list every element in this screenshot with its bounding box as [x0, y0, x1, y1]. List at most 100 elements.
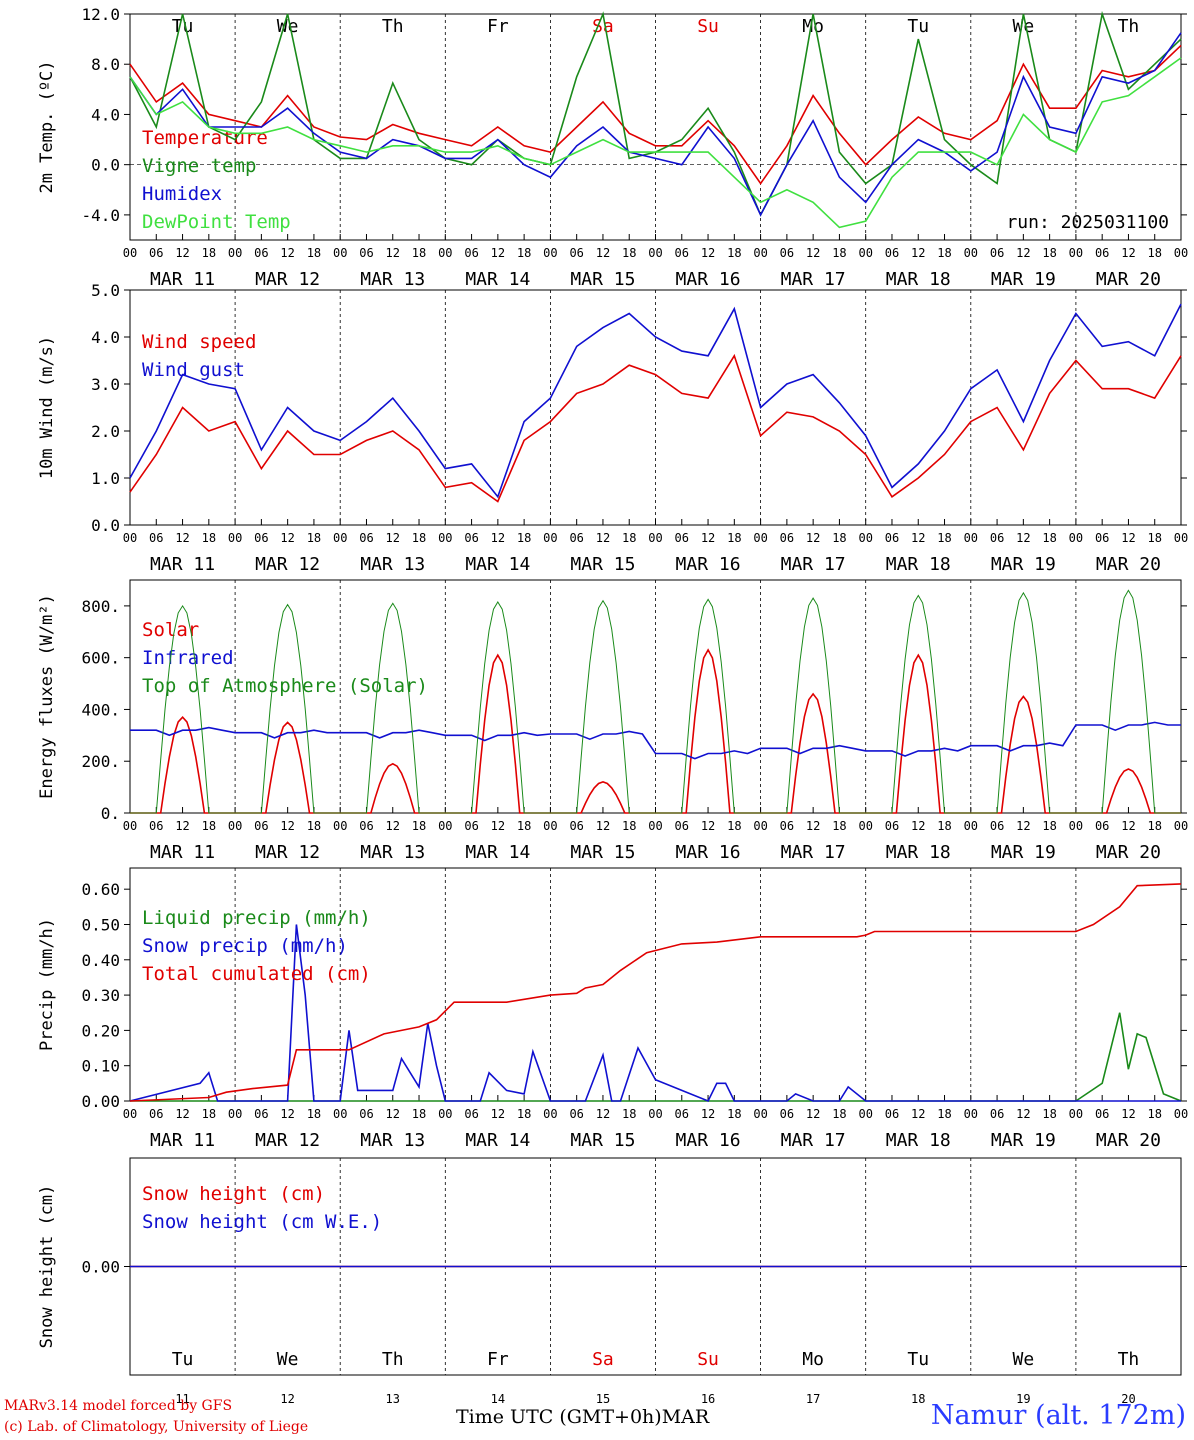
legend-entry: Temperature [142, 127, 268, 149]
date-label: MAR 11 [150, 842, 215, 863]
y-tick-label: 600. [81, 649, 120, 668]
hour-label: 18 [307, 246, 321, 260]
date-label: MAR 11 [150, 554, 215, 575]
y-tick-label: 0.00 [81, 1258, 120, 1277]
hour-label: 18 [1042, 1107, 1056, 1121]
hour-label: 00 [1174, 819, 1188, 833]
series-line-0-2 [129, 32, 1182, 217]
day-number-label: 13 [386, 1392, 400, 1406]
hour-label: 06 [464, 246, 478, 260]
hour-label: 18 [1147, 819, 1161, 833]
hour-label: 18 [307, 819, 321, 833]
hour-label: 12 [911, 246, 925, 260]
y-axis-label: Energy fluxes (W/m²) [37, 594, 57, 799]
hour-label: 06 [569, 819, 583, 833]
hour-label: 00 [333, 246, 347, 260]
hour-label: 06 [569, 1107, 583, 1121]
y-tick-label: 8.0 [91, 55, 120, 74]
day-number-label: 16 [701, 1392, 715, 1406]
date-label: MAR 20 [1096, 842, 1161, 863]
date-label: MAR 13 [360, 554, 425, 575]
hour-label: 00 [648, 246, 662, 260]
series-line-2-2 [130, 589, 1181, 814]
hour-label: 00 [648, 531, 662, 545]
hour-label: 12 [1121, 246, 1135, 260]
hour-label: 18 [1147, 1107, 1161, 1121]
date-label: MAR 18 [886, 842, 951, 863]
hour-label: 00 [333, 1107, 347, 1121]
hour-label: 12 [701, 246, 715, 260]
hour-label: 18 [727, 1107, 741, 1121]
hour-label: 00 [964, 246, 978, 260]
hour-label: 12 [596, 819, 610, 833]
y-tick-label: 4.0 [91, 105, 120, 124]
series-line-3-1 [129, 924, 1181, 1103]
hour-label: 18 [622, 1107, 636, 1121]
hour-label: 12 [1016, 531, 1030, 545]
hour-label: 00 [438, 246, 452, 260]
hour-label: 12 [596, 531, 610, 545]
hour-label: 00 [438, 819, 452, 833]
legend-entry: Top of Atmosphere (Solar) [142, 675, 428, 697]
date-label: MAR 12 [255, 269, 320, 290]
y-tick-label: 0.40 [81, 951, 120, 970]
weekday-label: We [1013, 1349, 1035, 1370]
y-tick-label: 3.0 [91, 375, 120, 394]
hour-label: 06 [780, 246, 794, 260]
hour-label: 06 [254, 1107, 268, 1121]
model-credit: MARv3.14 model forced by GFS [4, 1398, 233, 1414]
date-label: MAR 16 [676, 1130, 741, 1151]
weekday-label: Th [382, 16, 404, 37]
hour-label: 06 [1095, 1107, 1109, 1121]
hour-label: 00 [543, 246, 557, 260]
hour-label: 12 [701, 1107, 715, 1121]
hour-label: 06 [254, 531, 268, 545]
date-label: MAR 20 [1096, 554, 1161, 575]
hour-label: 06 [569, 246, 583, 260]
hour-label: 00 [648, 1107, 662, 1121]
hour-label: 06 [1095, 246, 1109, 260]
weekday-label: Su [697, 16, 719, 37]
weekday-label: Mo [802, 1349, 824, 1370]
hour-label: 00 [858, 1107, 872, 1121]
legend-entry: Snow height (cm) [142, 1183, 325, 1205]
series-line-1-0 [129, 353, 1182, 503]
hour-label: 12 [175, 246, 189, 260]
hour-label: 18 [202, 819, 216, 833]
hour-label: 06 [254, 819, 268, 833]
date-label: MAR 19 [991, 842, 1056, 863]
y-tick-label: 5.0 [91, 281, 120, 300]
weekday-label: Th [1118, 16, 1140, 37]
hour-label: 18 [622, 531, 636, 545]
hour-label: 00 [228, 246, 242, 260]
y-tick-label: 0.50 [81, 915, 120, 934]
y-axis-label: Precip (mm/h) [37, 918, 57, 1051]
hour-label: 06 [675, 1107, 689, 1121]
hour-label: 12 [806, 246, 820, 260]
hour-label: 06 [990, 531, 1004, 545]
legend-entry: Solar [142, 619, 199, 641]
date-label: MAR 19 [991, 269, 1056, 290]
weekday-label: Tu [907, 1349, 929, 1370]
hour-label: 00 [333, 531, 347, 545]
date-label: MAR 16 [676, 842, 741, 863]
hour-label: 06 [990, 246, 1004, 260]
hour-label: 06 [254, 246, 268, 260]
date-label: MAR 11 [150, 269, 215, 290]
y-tick-label: 0.0 [91, 516, 120, 535]
hour-label: 00 [228, 1107, 242, 1121]
hour-label: 00 [1069, 531, 1083, 545]
date-label: MAR 13 [360, 842, 425, 863]
hour-label: 12 [911, 1107, 925, 1121]
hour-label: 06 [885, 1107, 899, 1121]
legend-entry: DewPoint Temp [142, 211, 291, 233]
hour-label: 18 [622, 246, 636, 260]
hour-label: 18 [1147, 246, 1161, 260]
legend-entry: Infrared [142, 647, 234, 669]
y-axis-label: 2m Temp. (ºC) [37, 60, 57, 193]
legend-entry: Snow height (cm W.E.) [142, 1211, 382, 1233]
hour-label: 06 [359, 1107, 373, 1121]
hour-label: 18 [727, 819, 741, 833]
hour-label: 18 [202, 246, 216, 260]
station-name: Namur (alt. 172m) [930, 1400, 1186, 1431]
